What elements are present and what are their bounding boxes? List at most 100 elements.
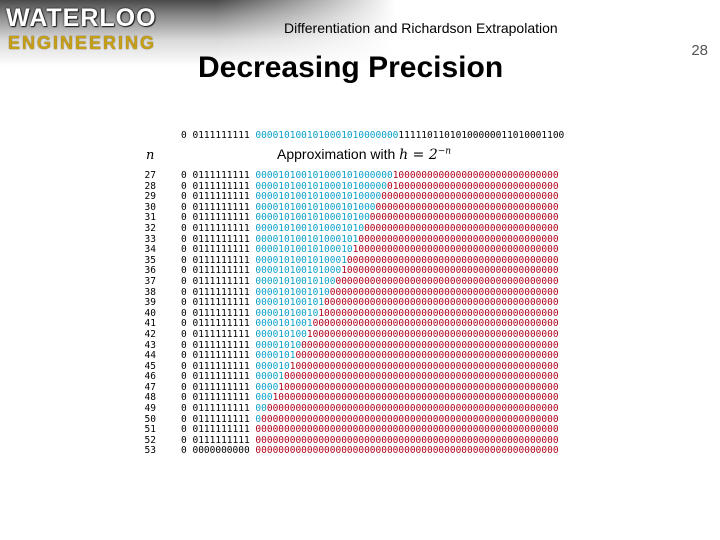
bit-row: 0 0111111111 000010100101000100000000000… <box>181 266 559 277</box>
n-value: 53 <box>144 445 156 457</box>
exponent-bits: 0111111111 <box>192 297 250 309</box>
exponent-bits: 0111111111 <box>192 233 250 245</box>
correct-mantissa-bits: 00001010 <box>255 339 302 351</box>
incorrect-mantissa-bits: 0000000000000000000000000000000000000000… <box>324 297 559 309</box>
incorrect-mantissa-bits: 10000000000000000000000000000 <box>392 170 559 181</box>
incorrect-mantissa-bits: 1000000000000000000000000000000000000000… <box>289 360 559 372</box>
n-value: 48 <box>144 392 156 404</box>
n-value: 28 <box>144 180 156 192</box>
n-value: 32 <box>144 222 156 234</box>
exponent-bits: 0111111111 <box>192 318 250 330</box>
bit-row: 0 0111111111 000010100000000000000000000… <box>181 339 559 352</box>
sign-bit: 0 <box>181 201 187 213</box>
sign-bit: 0 <box>181 180 187 192</box>
bit-row: 0 0111111111 000010100100000000000000000… <box>181 319 559 330</box>
exponent-bits: 0111111111 <box>192 392 250 404</box>
bit-row: 0 0111111111 000010100000000000000000000… <box>181 350 559 362</box>
exponent-bits: 0111111111 <box>192 244 250 256</box>
exponent-bits: 0111111111 <box>192 222 250 234</box>
sign-bit: 0 <box>181 212 187 224</box>
n-value: 41 <box>144 318 156 330</box>
slide-title: Decreasing Precision <box>198 51 504 84</box>
correct-mantissa-bits: 0 <box>255 413 262 425</box>
correct-mantissa-bits: 00001010010100 <box>255 275 336 287</box>
bit-row: 0 0111111111 000000000000000000000000000… <box>181 434 559 447</box>
sign-bit: 0 <box>181 191 187 203</box>
approx-label-exponent: −n <box>437 146 452 157</box>
exponent-bits: 0111111111 <box>192 265 250 277</box>
exponent-bits: 0111111111 <box>192 275 250 287</box>
bit-row: 0 0111111111 000010000000000000000000000… <box>181 381 559 394</box>
incorrect-mantissa-bits: 0000000000000000000000000000000 <box>381 191 559 203</box>
exponent-bits: 0111111111 <box>192 339 250 351</box>
incorrect-mantissa-bits: 0000000000000000000000000000000000000000… <box>312 318 559 330</box>
bit-row: 0 0111111111 000010100100000000000000000… <box>181 328 559 341</box>
correct-mantissa-bits: 0000101001010001 <box>255 254 347 266</box>
correct-mantissa-bits: 00001010010100010100 <box>255 212 370 224</box>
sign-bit: 0 <box>181 244 187 256</box>
bit-row: 0 0111111111 000000000000000000000000000… <box>181 413 559 426</box>
sign-bit: 0 <box>181 403 187 415</box>
n-value: 51 <box>144 424 156 436</box>
n-value: 46 <box>144 371 156 383</box>
column-header-n: n <box>146 148 155 163</box>
incorrect-mantissa-bits: 0000000000000000000000000000000000000000… <box>266 403 559 415</box>
logo-text-waterloo: WATERLOO <box>6 4 157 32</box>
exponent-bits: 0111111111 <box>192 307 250 319</box>
bit-row: 0 0111111111 000010100101000000000000000… <box>181 297 559 309</box>
correct-mantissa-bits: 000010100101000 <box>255 265 342 277</box>
n-value: 37 <box>144 275 156 287</box>
sign-bit: 0 <box>181 360 187 372</box>
exponent-bits: 0111111111 <box>192 360 250 372</box>
n-value: 50 <box>144 413 156 425</box>
sign-bit: 0 <box>181 265 187 277</box>
n-value: 31 <box>144 212 156 224</box>
correct-mantissa-bits: 000010100101 <box>255 297 325 309</box>
sign-bit: 0 <box>181 297 187 309</box>
bit-row: 0 0111111111 000100000000000000000000000… <box>181 393 559 404</box>
correct-mantissa-bits: 0000101001010 <box>255 286 330 298</box>
n-value: 39 <box>144 297 156 309</box>
correct-mantissa-bits: 000010100101000101 <box>255 233 359 245</box>
correct-mantissa-bits: 0000101001010001010000 <box>255 191 382 203</box>
bit-row: 0 0111111111 000000000000000000000000000… <box>181 403 559 415</box>
sign-bit: 0 <box>181 371 187 383</box>
exponent-bits: 0111111111 <box>192 254 250 266</box>
exponent-bits: 0111111111 <box>192 201 250 213</box>
bit-row: 0 0111111111 000010100101000101000000000… <box>181 222 559 235</box>
exponent-bits: 0111111111 <box>192 350 250 362</box>
exponent-bits: 0111111111 <box>192 170 250 181</box>
exponent-bits: 0111111111 <box>192 434 250 446</box>
incorrect-mantissa-bits: 0000000000000000000000000000000000000000… <box>261 413 559 425</box>
correct-mantissa-bits: 000010100101000101000 <box>255 201 376 213</box>
exponent-bits: 0111111111 <box>192 424 250 436</box>
exponent-bits: 0111111111 <box>192 381 250 393</box>
exponent-bits: 0111111111 <box>192 328 250 340</box>
sign-bit: 0 <box>181 275 187 287</box>
incorrect-mantissa-bits: 0000000000000000000000000000000000000000… <box>255 434 559 446</box>
sign-bit: 0 <box>181 424 187 436</box>
incorrect-mantissa-bits: 1000000000000000000000000000000000000000… <box>272 392 559 404</box>
reference-matching-bits: 0000101001010001010000000 <box>255 130 399 141</box>
bit-row: 0 0111111111 000010100101000000000000000… <box>181 307 559 320</box>
sign-bit: 0 <box>181 318 187 330</box>
sign-bit: 0 <box>181 233 187 245</box>
correct-mantissa-bits: 00001 <box>255 371 285 383</box>
bit-row: 0 0000000000 000000000000000000000000000… <box>181 446 559 457</box>
slide-number: 28 <box>691 42 708 59</box>
n-value: 47 <box>144 381 156 393</box>
sign-bit: 0 <box>181 339 187 351</box>
correct-mantissa-bits: 000010 <box>255 360 290 372</box>
incorrect-mantissa-bits: 0000000000000000000000000000000000000 <box>346 254 559 266</box>
incorrect-mantissa-bits: 00000000000000000000000000000000 <box>375 201 559 213</box>
bit-row: 0 0111111111 000010100101000101000000000… <box>181 191 559 203</box>
incorrect-mantissa-bits: 0000000000000000000000000000000000000000… <box>284 371 559 383</box>
incorrect-mantissa-bits: 1000000000000000000000000000000000000000… <box>318 307 559 319</box>
correct-mantissa-bits: 00 <box>255 403 267 415</box>
column-header-approximation: Approximation with h = 2−n <box>277 146 451 163</box>
bit-row: 0 0111111111 000010000000000000000000000… <box>181 371 559 383</box>
logo-background-band <box>0 0 720 88</box>
incorrect-mantissa-bits: 0000000000000000000000000000000000 <box>364 222 559 234</box>
n-value: 29 <box>144 191 156 203</box>
incorrect-mantissa-bits: 0000000000000000000000000000000000000000… <box>301 339 559 351</box>
